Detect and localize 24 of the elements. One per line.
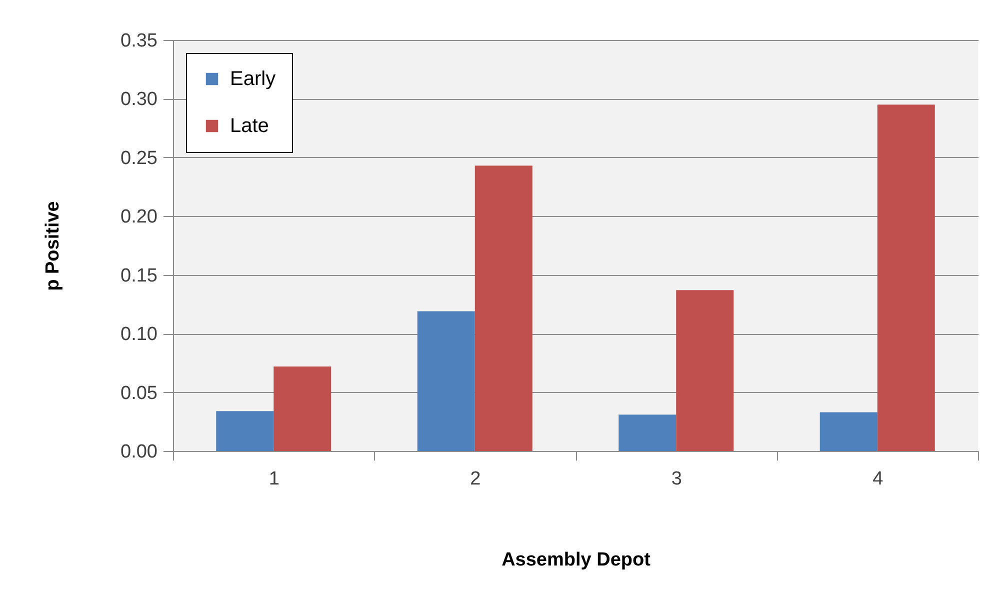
x-tick-label: 4 bbox=[872, 468, 884, 490]
y-tick-label: 0.30 bbox=[120, 89, 158, 110]
bar bbox=[216, 411, 274, 451]
y-tick-label: 0.05 bbox=[120, 382, 158, 404]
bar bbox=[877, 104, 935, 451]
bar bbox=[274, 366, 332, 451]
y-tick-label: 0.10 bbox=[120, 324, 158, 346]
y-axis-title: p Positive bbox=[42, 201, 64, 291]
y-tick-label: 0.15 bbox=[120, 265, 158, 286]
y-tick-label: 0.25 bbox=[120, 148, 158, 169]
x-tick-label: 3 bbox=[671, 468, 682, 490]
bar bbox=[820, 412, 878, 451]
legend-label: Late bbox=[230, 115, 269, 137]
bar bbox=[676, 290, 734, 451]
bar bbox=[618, 414, 676, 451]
x-axis-title: Assembly Depot bbox=[502, 550, 652, 570]
x-tick-label: 2 bbox=[470, 468, 481, 490]
bar bbox=[417, 311, 475, 451]
y-tick-label: 0.35 bbox=[120, 30, 158, 52]
y-tick-label: 0.20 bbox=[120, 206, 158, 228]
legend-label: Early bbox=[230, 68, 276, 90]
x-tick-label: 1 bbox=[268, 468, 280, 490]
y-tick-label: 0.00 bbox=[120, 442, 158, 462]
bar bbox=[474, 166, 532, 451]
